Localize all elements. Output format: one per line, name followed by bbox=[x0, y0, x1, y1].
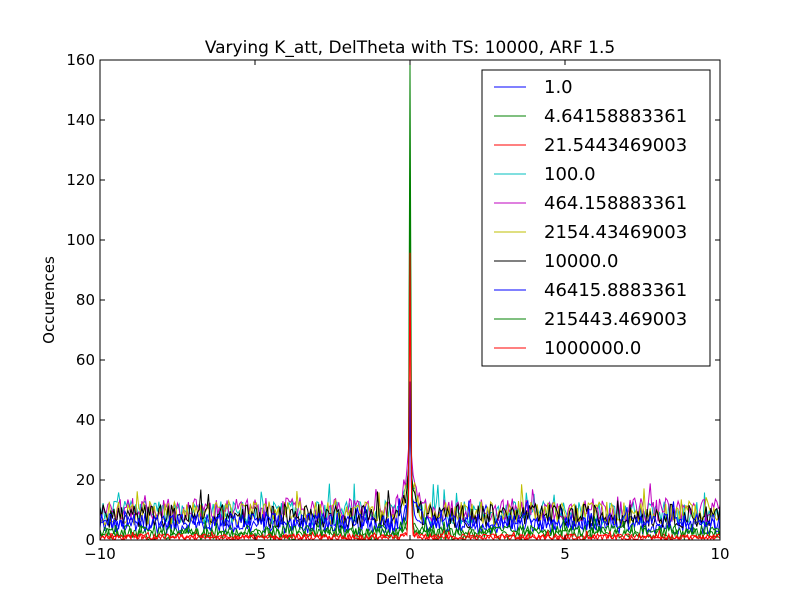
legend-label: 215443.469003 bbox=[544, 309, 687, 330]
legend-label: 46415.8883361 bbox=[544, 280, 687, 301]
x-axis: −10 −5 0 5 10 bbox=[84, 60, 730, 563]
legend-label: 2154.43469003 bbox=[544, 222, 687, 243]
y-axis: 0 20 40 60 80 100 120 140 160 bbox=[66, 51, 720, 549]
y-tick-label: 120 bbox=[66, 171, 95, 189]
series-line-8 bbox=[100, 168, 720, 539]
x-tick-label: −10 bbox=[84, 545, 116, 563]
series-line-9 bbox=[100, 252, 720, 540]
x-tick-label: 5 bbox=[560, 545, 570, 563]
legend-box bbox=[481, 69, 711, 367]
y-tick-label: 160 bbox=[66, 51, 95, 69]
y-axis-label: Occurences bbox=[40, 256, 58, 344]
x-tick-label: 0 bbox=[405, 545, 415, 563]
y-tick-label: 0 bbox=[85, 531, 95, 549]
legend-label: 100.0 bbox=[544, 164, 596, 185]
y-tick-label: 60 bbox=[76, 351, 95, 369]
y-tick-label: 20 bbox=[76, 471, 95, 489]
chart-title: Varying K_att, DelTheta with TS: 10000, … bbox=[205, 38, 615, 58]
legend-label: 10000.0 bbox=[544, 251, 618, 272]
legend: 1.0 4.64158883361 21.5443469003 100.0 464.15… bbox=[481, 69, 711, 367]
y-tick-label: 140 bbox=[66, 111, 95, 129]
legend-label: 1000000.0 bbox=[544, 338, 641, 359]
legend-label: 464.158883361 bbox=[544, 193, 687, 214]
y-tick-label: 40 bbox=[76, 411, 95, 429]
legend-label: 4.64158883361 bbox=[544, 106, 687, 127]
x-axis-label: DelTheta bbox=[376, 570, 444, 588]
legend-label: 1.0 bbox=[544, 77, 573, 98]
series-line-7 bbox=[100, 403, 720, 533]
x-tick-label: 10 bbox=[710, 545, 729, 563]
y-tick-label: 80 bbox=[76, 291, 95, 309]
x-tick-label: −5 bbox=[244, 545, 266, 563]
legend-label: 21.5443469003 bbox=[544, 135, 687, 156]
y-tick-label: 100 bbox=[66, 231, 95, 249]
